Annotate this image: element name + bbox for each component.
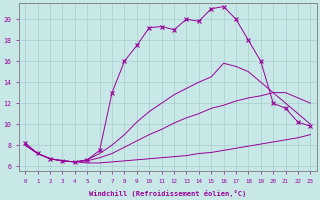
X-axis label: Windchill (Refroidissement éolien,°C): Windchill (Refroidissement éolien,°C) bbox=[89, 190, 246, 197]
